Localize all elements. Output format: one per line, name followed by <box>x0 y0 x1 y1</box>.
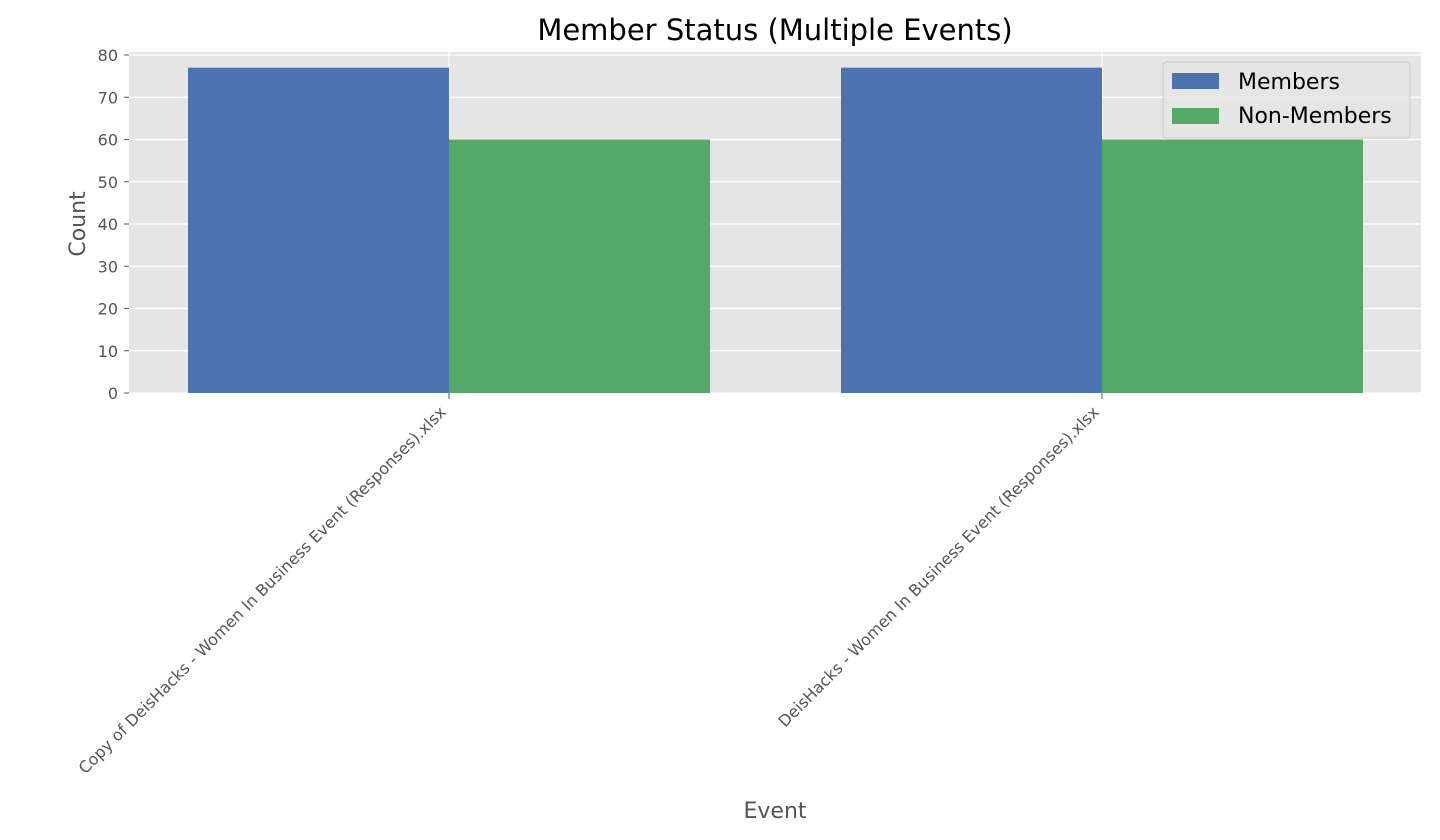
legend-box <box>1162 61 1411 139</box>
x-tick-label: DeisHacks - Women In Business Event (Res… <box>774 402 1102 730</box>
y-tick-label: 20 <box>98 300 118 319</box>
x-axis-label: Event <box>743 799 806 824</box>
legend-swatch-members <box>1172 73 1219 89</box>
y-tick-label: 30 <box>98 257 118 276</box>
legend-label-non-members: Non-Members <box>1238 104 1392 129</box>
legend-swatch-non-members <box>1172 108 1219 124</box>
bar-non-members-1 <box>1102 139 1363 393</box>
y-tick-label: 60 <box>98 131 118 150</box>
bar-members-0 <box>188 67 449 394</box>
legend-label-members: Members <box>1238 70 1340 95</box>
x-axis: Copy of DeisHacks - Women In Business Ev… <box>75 393 1103 778</box>
y-tick-label: 40 <box>98 215 118 234</box>
y-tick-label: 70 <box>98 88 118 107</box>
y-axis-label: Count <box>66 191 91 257</box>
y-tick-label: 0 <box>108 384 118 403</box>
bar-members-1 <box>841 67 1102 394</box>
x-tick-label: Copy of DeisHacks - Women In Business Ev… <box>75 402 450 777</box>
y-tick-label: 10 <box>98 342 118 361</box>
y-axis: 0 10 20 30 40 50 60 70 80 <box>98 46 129 403</box>
bar-non-members-0 <box>449 139 710 393</box>
y-tick-label: 80 <box>98 46 118 65</box>
chart-title: Member Status (Multiple Events) <box>537 13 1012 47</box>
y-tick-label: 50 <box>98 173 118 192</box>
legend: Members Non-Members <box>1162 61 1411 139</box>
bars <box>188 67 1363 394</box>
